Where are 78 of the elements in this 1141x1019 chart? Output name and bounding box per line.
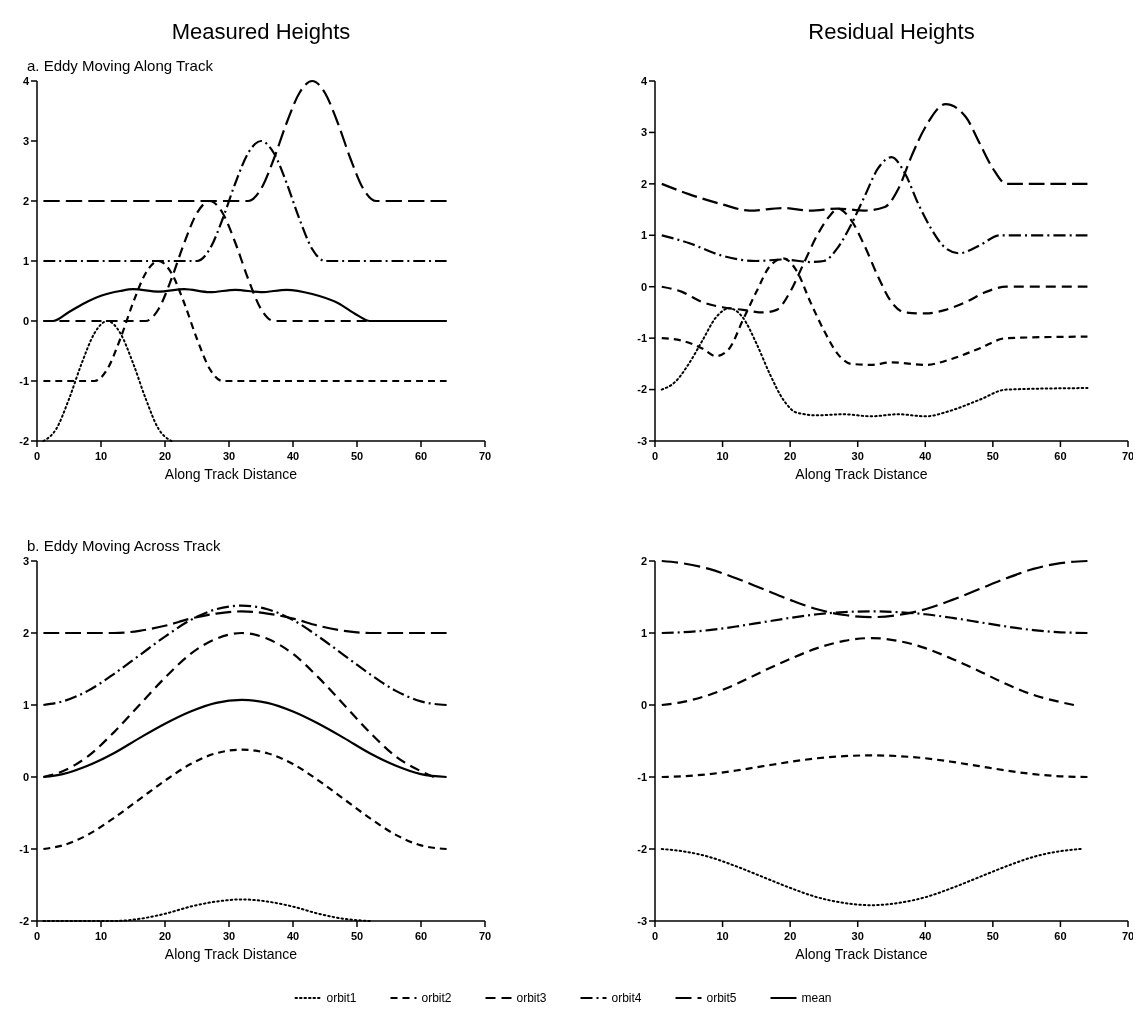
x-tick-label: 40 [919, 930, 932, 942]
x-tick-label: 60 [414, 930, 428, 942]
chart-title: Measured Heights [171, 19, 351, 44]
y-tick-label: 2 [22, 626, 29, 639]
x-tick-label: 40 [286, 450, 300, 462]
x-tick-label: 60 [1054, 450, 1067, 462]
y-tick-label: 3 [22, 554, 29, 567]
x-tick-label: 10 [716, 450, 729, 462]
y-tick-label: -3 [637, 914, 647, 927]
x-tick-label: 0 [651, 930, 659, 942]
x-tick-label: 70 [478, 930, 492, 942]
x-tick-label: 70 [1121, 450, 1135, 462]
line-series [42, 748, 448, 851]
x-tick-label: 30 [851, 450, 864, 462]
x-tick-label: 0 [651, 450, 659, 462]
y-tick-label: -1 [19, 842, 29, 855]
x-tick-label: 10 [94, 450, 108, 462]
y-tick-label: -3 [637, 434, 647, 447]
x-tick-label: 0 [33, 450, 41, 462]
x-axis-title: Along Track Distance [164, 466, 298, 482]
line-series [660, 754, 1089, 779]
x-tick-label: 20 [784, 450, 797, 462]
x-tick-label: 0 [33, 930, 41, 942]
legend-label: orbit5 [706, 991, 737, 1006]
y-tick-label: 3 [640, 126, 647, 139]
y-tick-label: -2 [637, 383, 647, 396]
y-tick-label: -1 [637, 331, 647, 344]
line-series [660, 848, 1082, 907]
x-axis-title: Along Track Distance [795, 946, 928, 962]
y-tick-label: 2 [640, 554, 647, 567]
chart-subtitle: a. Eddy Moving Along Track [27, 57, 214, 74]
y-tick-label: 4 [22, 74, 30, 87]
x-tick-label: 70 [1121, 930, 1135, 942]
y-tick-label: 2 [640, 177, 647, 190]
x-tick-label: 20 [158, 930, 172, 942]
y-tick-label: -2 [19, 914, 29, 927]
y-tick-label: -2 [637, 842, 647, 855]
legend-label: mean [801, 991, 832, 1006]
line-series [660, 636, 1076, 707]
y-tick-label: -1 [19, 374, 29, 387]
x-tick-label: 30 [851, 930, 864, 942]
legend-label: orbit4 [611, 991, 642, 1006]
x-tick-label: 40 [919, 450, 932, 462]
y-tick-label: 4 [640, 74, 648, 87]
line-series [42, 604, 448, 707]
x-tick-label: 10 [716, 930, 729, 942]
y-tick-label: -2 [19, 434, 29, 447]
x-tick-label: 70 [478, 450, 492, 462]
y-tick-label: 0 [22, 770, 29, 783]
legend-label: orbit3 [516, 991, 547, 1006]
x-tick-label: 20 [158, 450, 172, 462]
x-tick-label: 30 [222, 930, 236, 942]
y-tick-label: 0 [640, 280, 647, 293]
y-tick-label: 2 [22, 194, 29, 207]
y-tick-label: 1 [640, 229, 647, 242]
y-tick-label: 1 [640, 626, 647, 639]
x-tick-label: 50 [350, 450, 364, 462]
x-tick-label: 50 [986, 930, 999, 942]
y-tick-label: 3 [22, 134, 29, 147]
chart-subtitle: b. Eddy Moving Across Track [27, 537, 221, 554]
x-tick-label: 20 [784, 930, 797, 942]
x-tick-label: 60 [414, 450, 428, 462]
y-tick-label: 1 [22, 254, 29, 267]
x-axis-title: Along Track Distance [795, 466, 928, 482]
y-tick-label: 1 [22, 698, 29, 711]
y-tick-label: 0 [22, 314, 29, 327]
legend-label: orbit1 [326, 991, 357, 1006]
x-tick-label: 50 [986, 450, 999, 462]
x-tick-label: 10 [94, 930, 108, 942]
x-tick-label: 60 [1054, 930, 1067, 942]
x-tick-label: 40 [286, 930, 300, 942]
x-tick-label: 30 [222, 450, 236, 462]
x-tick-label: 50 [350, 930, 364, 942]
chart-title: Residual Heights [808, 19, 975, 44]
y-tick-label: -1 [637, 770, 647, 783]
y-tick-label: 0 [640, 698, 647, 711]
x-axis-title: Along Track Distance [164, 946, 298, 962]
legend-label: orbit2 [421, 991, 452, 1006]
